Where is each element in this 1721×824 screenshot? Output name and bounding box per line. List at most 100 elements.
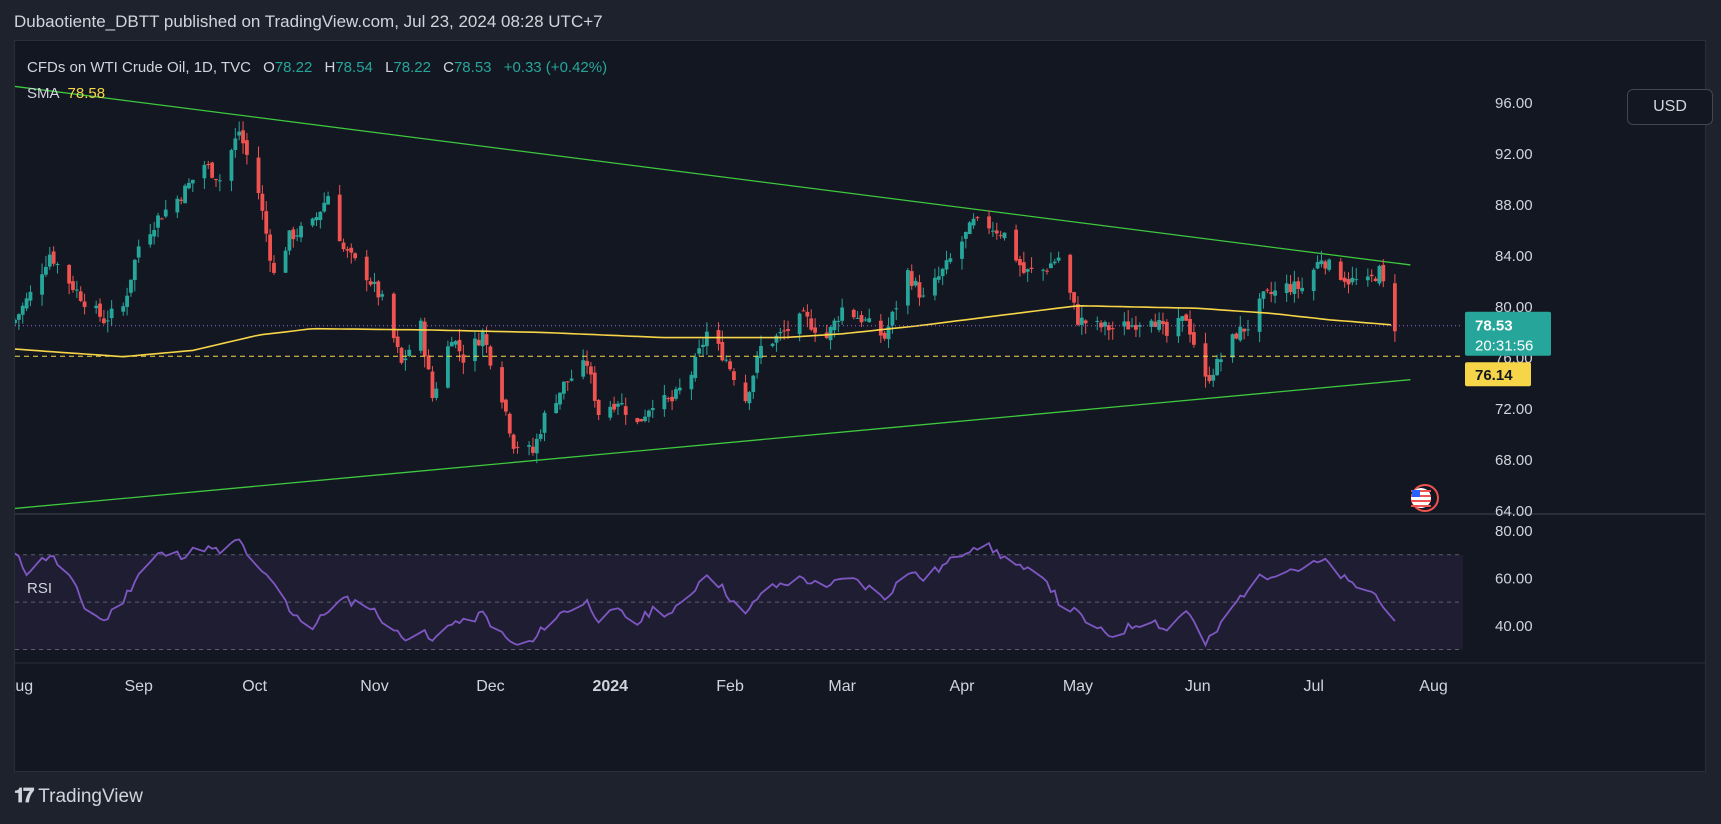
price-tick-label: 68.00 (1495, 452, 1533, 469)
candle-body (241, 130, 245, 144)
candle-body (967, 222, 972, 235)
candle-body (944, 260, 949, 270)
candle-body (71, 281, 75, 290)
candle-body (1242, 328, 1247, 332)
candle-body (894, 308, 899, 310)
candle-body (531, 446, 535, 453)
last-price-label: 78.53 (1475, 318, 1513, 335)
candle-body (855, 317, 860, 319)
time-tick-label: Apr (950, 678, 976, 695)
candle-body (851, 309, 856, 318)
candle-body (82, 301, 87, 307)
legend-high-value: 78.54 (335, 59, 373, 76)
candle-body (960, 241, 964, 259)
candle-body (159, 218, 164, 220)
candle-body (921, 295, 926, 297)
candle-body (1184, 314, 1189, 321)
candle-body (608, 406, 613, 418)
candle-body (743, 382, 748, 402)
trendlines (15, 85, 1411, 510)
price-tick-label: 92.00 (1495, 146, 1533, 163)
support-level-badge (1465, 362, 1531, 387)
chart-frame[interactable]: 96.00 92.00 88.00 84.00 80.00 76.00 72.00 68.00… (14, 40, 1713, 772)
candle-body (206, 163, 211, 165)
candle-body (1188, 319, 1192, 335)
candle-body (1346, 279, 1351, 285)
candle-body (639, 418, 644, 422)
currency-button[interactable]: USD (1627, 89, 1713, 125)
candle-body (994, 230, 999, 234)
candle-body (565, 381, 570, 383)
legend-sma-value: 78.58 (67, 85, 106, 102)
legend-close-value: 78.53 (453, 59, 492, 76)
candle-body (214, 179, 218, 181)
candle-body (836, 320, 841, 322)
candle-body (1300, 287, 1305, 292)
flag-canton (1412, 490, 1420, 497)
candle-body (449, 342, 454, 347)
candle-body (190, 179, 195, 184)
flag-stripe (1411, 505, 1431, 507)
candle-body (187, 182, 191, 189)
candle-body (882, 332, 887, 339)
lower-trendline (15, 379, 1411, 510)
chart-canvas[interactable]: 96.0092.0088.0084.0080.0076.0072.0068.00… (15, 41, 1705, 771)
candle-body (237, 131, 242, 136)
candle-body (272, 262, 276, 273)
candle-body (20, 305, 25, 315)
candle-body (395, 336, 400, 348)
candle-body (78, 291, 83, 301)
candle-body (407, 349, 412, 357)
candle-body (1076, 304, 1080, 325)
candle-body (1365, 276, 1370, 281)
candle-body (434, 388, 439, 398)
time-tick-label: Nov (360, 678, 388, 695)
candle-body (720, 342, 725, 361)
candle-body (1338, 261, 1343, 280)
candle-body (1311, 269, 1316, 291)
candle-body (129, 279, 133, 293)
candle-body (1315, 262, 1320, 269)
candle-body (643, 416, 647, 422)
legend-sma-row: SMA 78.58 (27, 81, 607, 107)
candle-body (353, 253, 358, 259)
tradingview-logo[interactable]: 𝟏𝟕 TradingView (14, 785, 143, 808)
candle-body (310, 218, 315, 226)
candle-body (1392, 283, 1397, 332)
candle-body (561, 381, 566, 394)
candle-body (28, 291, 33, 301)
candle-body (488, 346, 493, 366)
candle-body (701, 344, 705, 347)
price-tick-label: 88.00 (1495, 197, 1533, 214)
sma-line-group (15, 304, 1392, 358)
candle-body (380, 294, 385, 297)
candle-body (98, 303, 102, 317)
candle-body (589, 366, 593, 375)
legend-ohlc-row: CFDs on WTI Crude Oil, 1D, TVC O78.22 H7… (27, 55, 607, 81)
candle-body (337, 194, 342, 242)
candle-body (596, 400, 601, 415)
candle-body (136, 246, 141, 258)
candle-body (828, 327, 833, 341)
candle-body (670, 396, 674, 402)
price-axis: 96.0092.0088.0084.0080.0076.0072.0068.00… (1465, 95, 1551, 520)
candle-body (1068, 254, 1073, 293)
candle-body (132, 259, 137, 281)
candle-body (125, 295, 129, 307)
candle-body (260, 193, 265, 211)
candle-body (913, 280, 918, 286)
candle-body (179, 199, 184, 201)
candle-body (299, 225, 303, 238)
candle-body (40, 274, 44, 295)
candle-body (1261, 291, 1266, 299)
candle-body (1292, 281, 1297, 294)
price-tick-label: 64.00 (1495, 503, 1533, 520)
candle-body (291, 229, 296, 240)
candle-body (163, 209, 168, 217)
candle-body (813, 327, 818, 333)
candle-body (1018, 259, 1022, 266)
candle-body (1381, 264, 1386, 282)
countdown-label: 20:31:56 (1475, 338, 1533, 355)
candle-body (782, 330, 787, 332)
candle-body (391, 293, 396, 339)
